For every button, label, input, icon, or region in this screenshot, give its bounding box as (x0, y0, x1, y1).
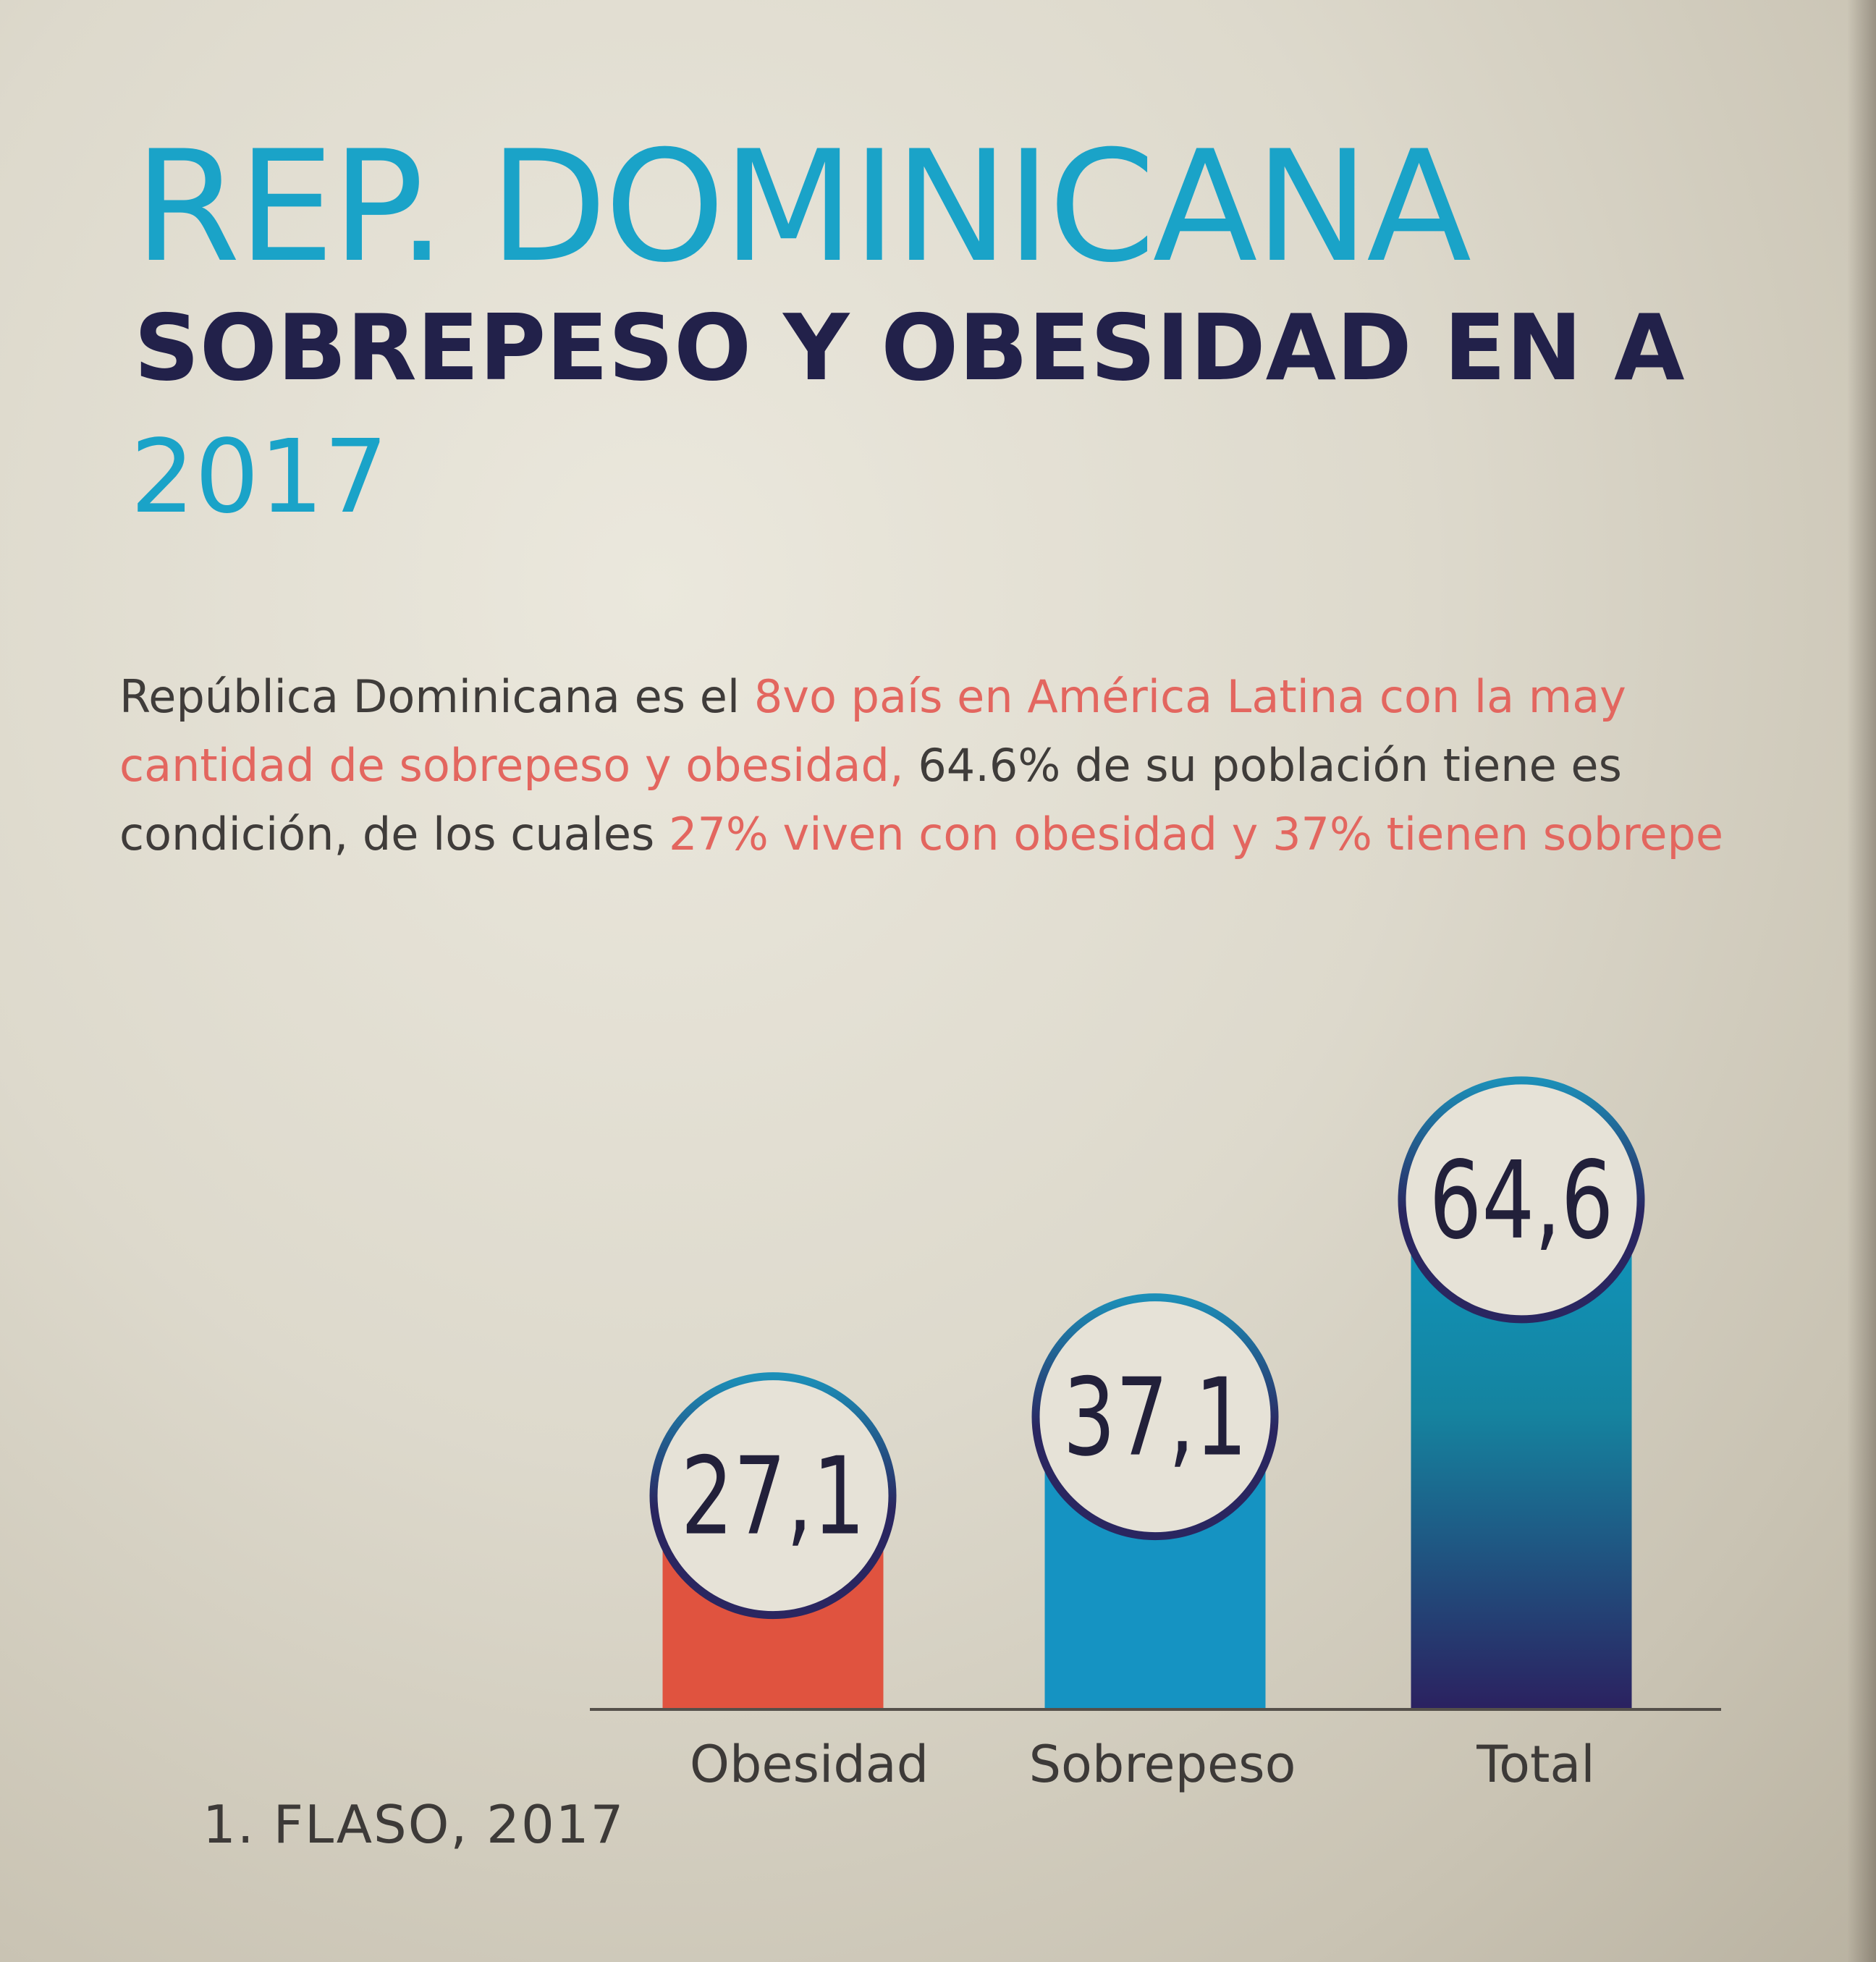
intro-line-2: cantidad de sobrepeso y obesidad, 64.6% … (119, 731, 1723, 800)
intro-text: condición, de los cuales (119, 808, 669, 861)
intro-highlight: cantidad de sobrepeso y obesidad, (119, 739, 904, 792)
category-labels-layer: Obesidad Sobrepeso Total (690, 1735, 1595, 1794)
value-circle-sobrepeso (1031, 1293, 1279, 1541)
category-label-total: Total (1476, 1735, 1594, 1794)
source-note: 1. FLASO, 2017 (203, 1794, 625, 1855)
intro-text: 64.6% de su población tiene es (903, 739, 1622, 792)
value-label-sobrepeso: 37,1 (1063, 1356, 1248, 1480)
page-year: 2017 (130, 418, 389, 536)
intro-line-3: condición, de los cuales 27% viven con o… (119, 800, 1723, 868)
category-label-sobrepeso: Sobrepeso (1029, 1735, 1296, 1794)
intro-paragraph: República Dominicana es el 8vo país en A… (119, 662, 1723, 868)
page-title: REP. DOMINICANA (134, 117, 1471, 296)
value-label-total: 64,6 (1429, 1138, 1614, 1263)
intro-highlight: 27% viven con obesidad y 37% tienen sobr… (669, 808, 1724, 861)
category-label-obesidad: Obesidad (690, 1735, 929, 1794)
intro-line-1: República Dominicana es el 8vo país en A… (119, 662, 1723, 731)
value-label-obesidad: 27,1 (681, 1434, 866, 1559)
value-circle-obesidad (649, 1372, 897, 1620)
page-subtitle: SOBREPESO Y OBESIDAD EN A (134, 295, 1685, 401)
value-circle-total (1398, 1076, 1645, 1324)
intro-highlight: 8vo país en América Latina con la may (753, 670, 1626, 723)
intro-text: República Dominicana es el (119, 670, 754, 723)
value-circles-layer: 27,1 37,1 64,6 (649, 1076, 1645, 1620)
